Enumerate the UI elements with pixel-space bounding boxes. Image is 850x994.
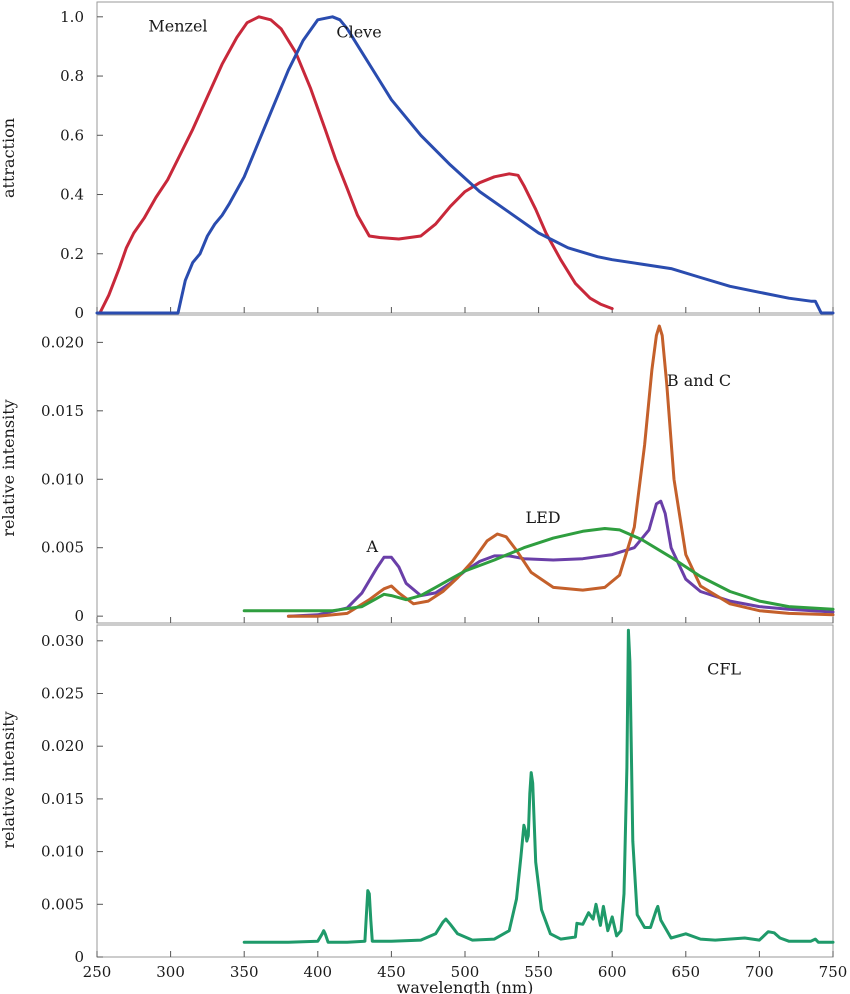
y-tick-label: 0: [74, 607, 84, 625]
series-line-b-and-c: [286, 324, 835, 618]
panel-led-spectra: 0 0.005 0.010 0.015 0.020 relative intensity A…: [0, 314, 835, 625]
series-line-cfl: [242, 628, 835, 944]
series-line-menzel: [98, 15, 614, 315]
x-tick-label: 750: [819, 963, 848, 981]
x-tick-label: 400: [303, 963, 332, 981]
annotation-menzel: Menzel: [148, 17, 207, 36]
x-tick-label: 700: [745, 963, 774, 981]
y-tick-label: 0.015: [41, 402, 84, 420]
annotation-cleve: Cleve: [336, 23, 381, 42]
series-line-a: [286, 499, 835, 618]
y-tick-label: 0.010: [41, 470, 84, 488]
y-tick-label: 0: [74, 948, 84, 966]
x-tick-label: 600: [598, 963, 627, 981]
y-tick-label: 0.8: [60, 67, 84, 85]
annotation-cfl: CFL: [707, 660, 741, 679]
annotation-led: LED: [525, 508, 560, 527]
y-tick-label: 0.020: [41, 737, 84, 755]
plot-frame: [96, 1, 834, 314]
y-tick-label: 0.030: [41, 632, 84, 650]
x-tick-label: 250: [83, 963, 112, 981]
y-tick-label: 0.015: [41, 790, 84, 808]
y-axis-title: relative intensity: [0, 399, 18, 536]
annotation-b-and-c: B and C: [667, 371, 731, 390]
y-tick-label: 0.010: [41, 843, 84, 861]
annotation-a: A: [365, 537, 378, 556]
y-tick-label: 0: [74, 304, 84, 322]
y-tick-label: 0.020: [41, 333, 84, 351]
y-tick-label: 0.005: [41, 895, 84, 913]
series-line-cleve: [95, 15, 835, 315]
x-tick-label: 500: [451, 963, 480, 981]
x-tick-label: 350: [230, 963, 259, 981]
y-axis-title: attraction: [0, 118, 18, 198]
series-line-led: [242, 527, 835, 613]
y-tick-label: 0.4: [60, 186, 84, 204]
y-tick-label: 0.025: [41, 685, 84, 703]
x-tick-label: 650: [671, 963, 700, 981]
plot-frame: [96, 314, 834, 624]
panel-attraction: 0 0.2 0.4 0.6 0.8 1.0 attraction Menzel Cleve: [0, 1, 835, 322]
x-tick-label: 450: [377, 963, 406, 981]
x-axis-title: wavelength (nm): [397, 978, 534, 994]
y-axis-title: relative intensity: [0, 711, 18, 848]
x-tick-label: 300: [156, 963, 185, 981]
y-tick-label: 0.2: [60, 245, 84, 263]
y-tick-label: 0.6: [60, 126, 84, 144]
x-tick-label: 550: [524, 963, 553, 981]
panel-cfl-spectrum: 0 0.005 0.010 0.015 0.020 0.025 0.030 250 300 350…: [0, 624, 848, 994]
y-tick-label: 1.0: [60, 8, 84, 26]
y-tick-label: 0.005: [41, 539, 84, 557]
